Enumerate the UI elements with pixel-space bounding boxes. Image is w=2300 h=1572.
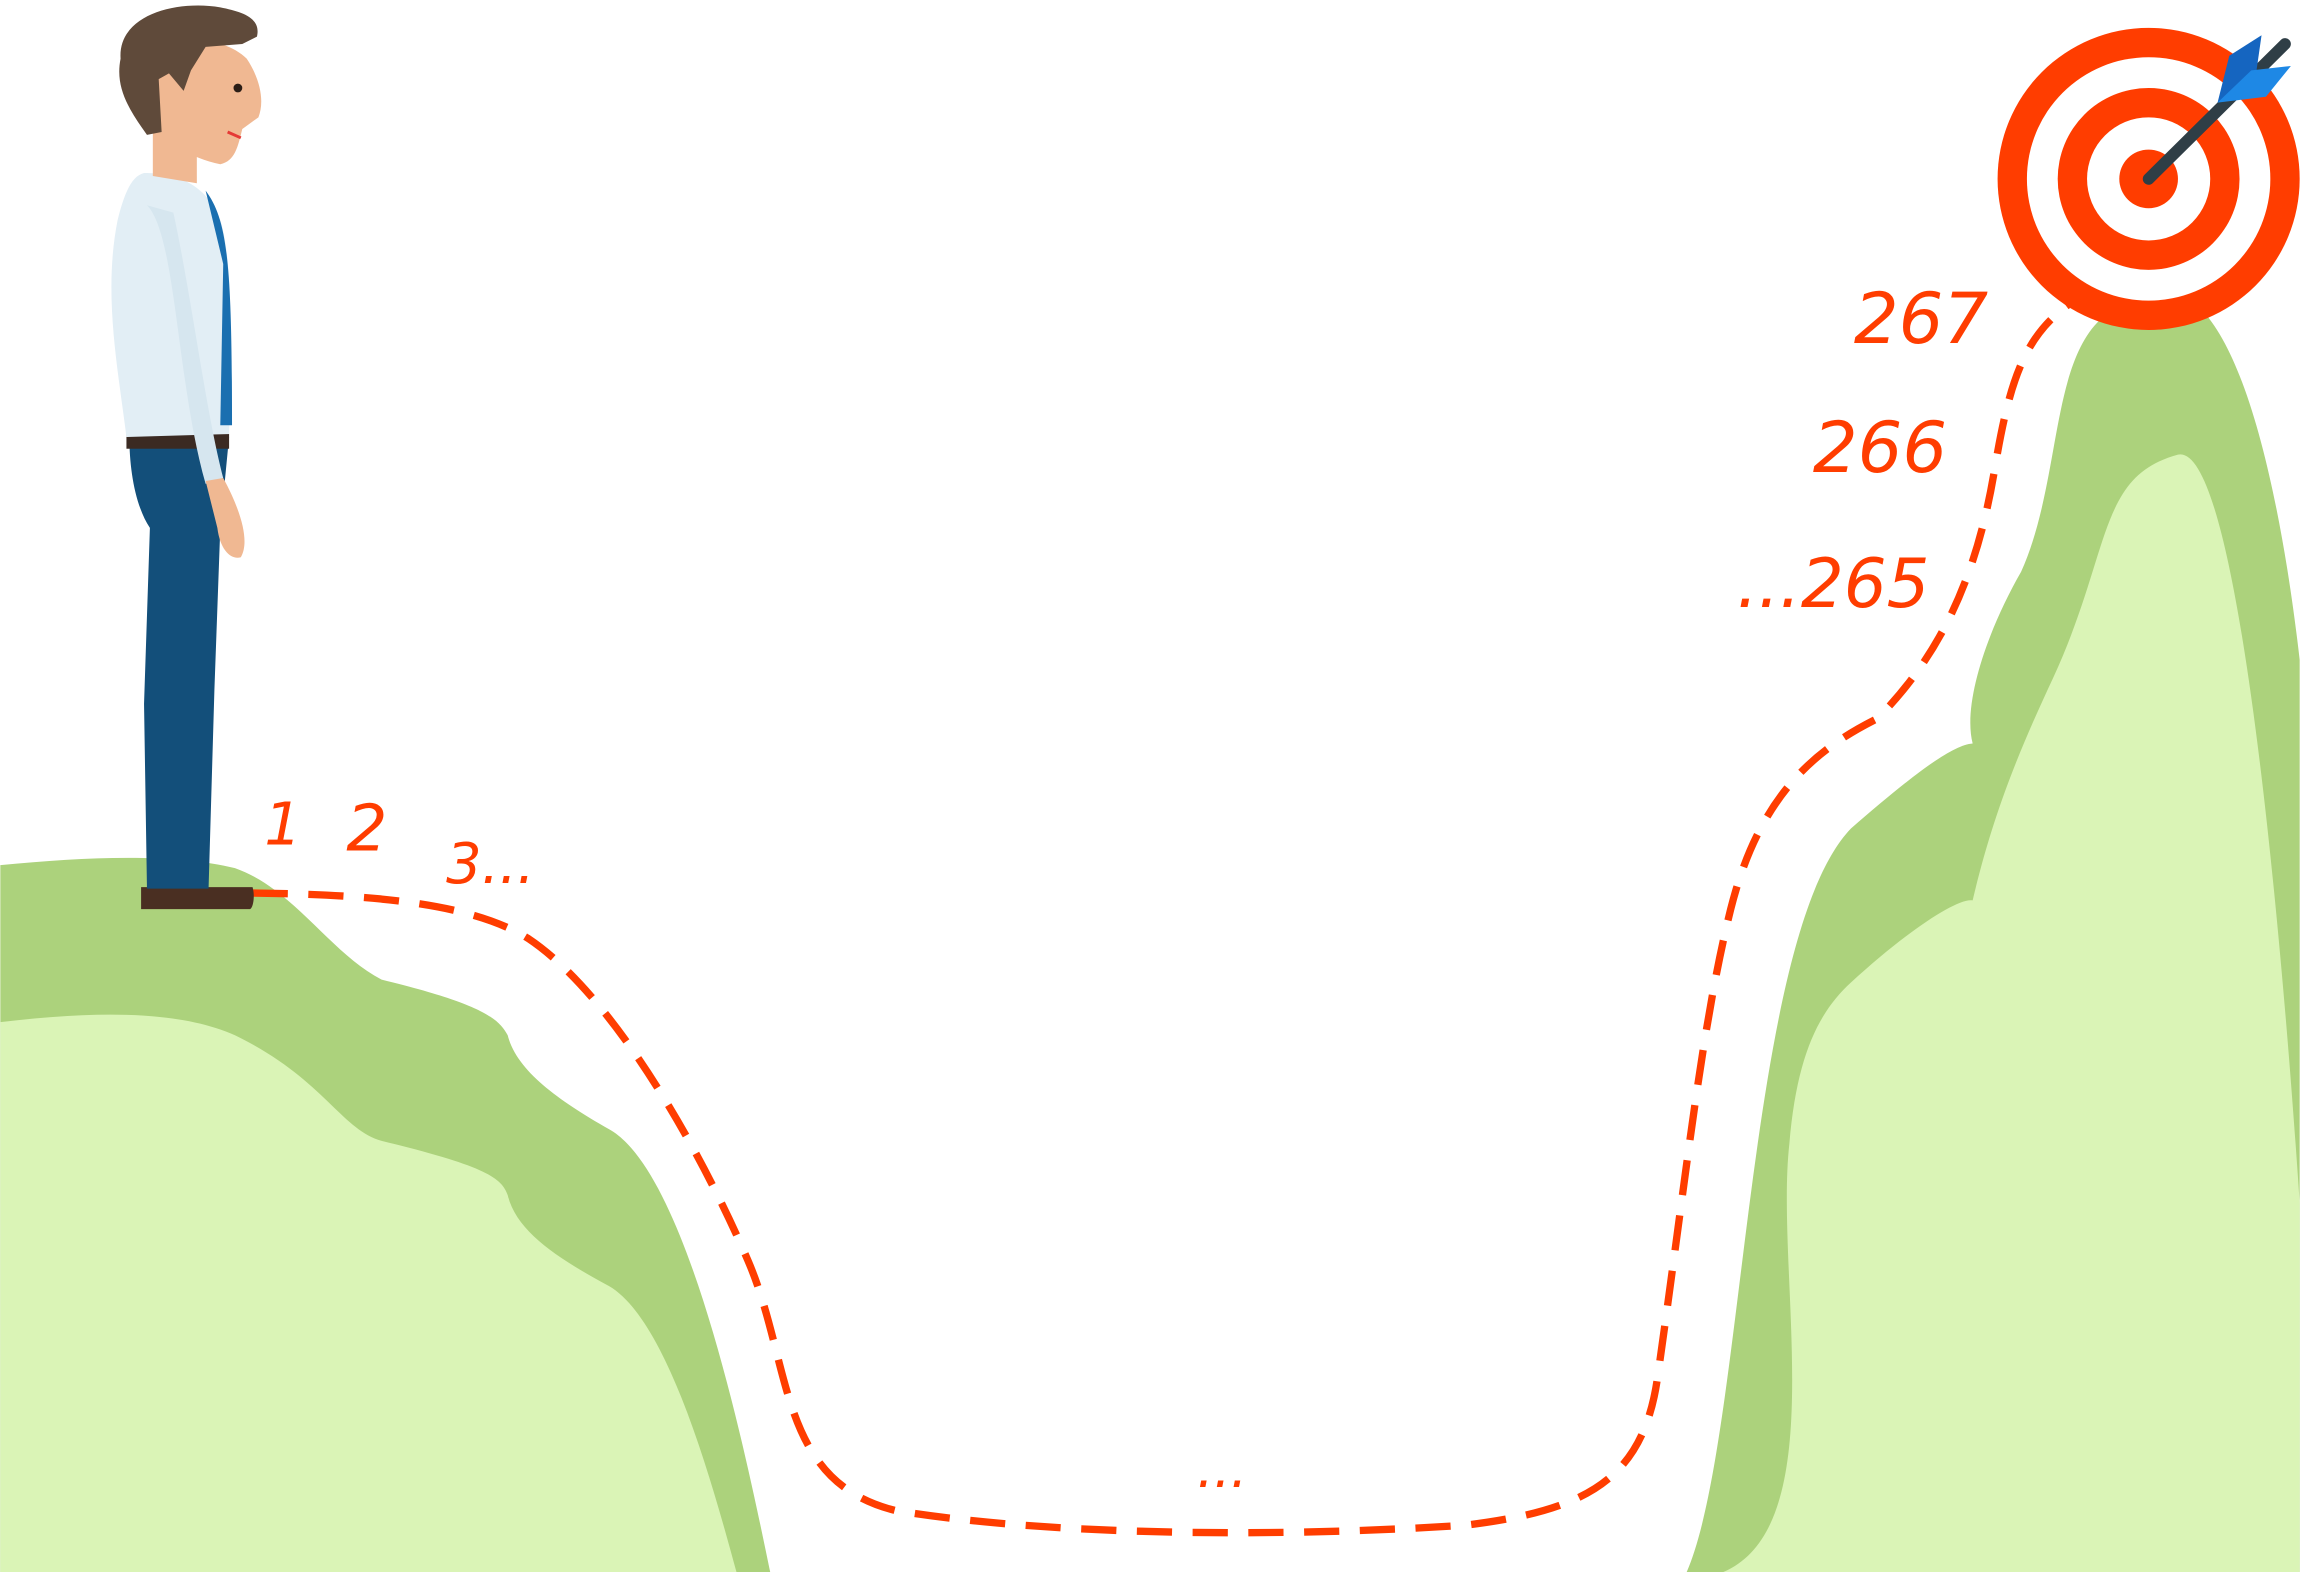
step-label-267: 267 xyxy=(1854,278,1989,360)
step-label-1: 1 xyxy=(264,791,301,859)
step-label-2: 2 xyxy=(346,792,387,867)
step-label-265: ...265 xyxy=(1737,544,1930,623)
dart-icon xyxy=(2142,35,2291,185)
step-label-3: 3... xyxy=(446,832,535,897)
right-hill-front xyxy=(1723,454,2300,1572)
valley-ellipsis: ... xyxy=(1197,1439,1247,1500)
left-hill-front xyxy=(0,1014,737,1572)
businessman-figure xyxy=(111,5,262,910)
step-label-266: 266 xyxy=(1813,407,1947,489)
